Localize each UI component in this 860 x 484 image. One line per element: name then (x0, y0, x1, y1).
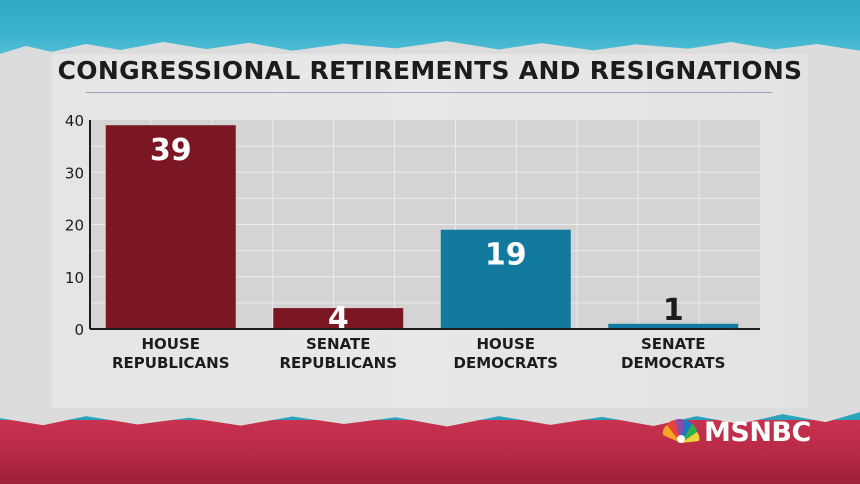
bottom-red-band (0, 420, 860, 484)
chart-title: CONGRESSIONAL RETIREMENTS AND RESIGNATIO… (57, 56, 803, 85)
bar-value-label: 4 (328, 301, 349, 336)
y-tick-label: 10 (65, 269, 84, 287)
bar (273, 308, 404, 329)
logo-text: MSNBC (704, 416, 811, 448)
title-underline (86, 92, 772, 93)
msnbc-logo: MSNBC (662, 414, 811, 450)
y-tick-label: 20 (65, 217, 84, 235)
bar-value-label: 19 (485, 238, 527, 273)
x-category-label: HOUSE (141, 335, 200, 353)
bar (608, 323, 739, 329)
y-tick-label: 30 (65, 164, 84, 182)
x-category-label: REPUBLICANS (279, 354, 397, 372)
category-labels: HOUSEREPUBLICANSSENATEREPUBLICANSHOUSEDE… (112, 335, 725, 372)
x-category-label: HOUSE (476, 335, 535, 353)
peacock-logo-icon (662, 419, 700, 443)
y-tick-label: 40 (65, 112, 84, 130)
bars: 39 4 19 1 (105, 125, 739, 336)
x-category-label: SENATE (641, 335, 706, 353)
y-axis-ticks: 0 10 20 30 40 (65, 112, 84, 339)
bar (105, 125, 236, 329)
bar-value-label: 1 (663, 293, 684, 328)
bar-value-label: 39 (150, 133, 192, 168)
bar (440, 229, 571, 329)
y-tick-label: 0 (74, 321, 84, 339)
x-category-label: DEMOCRATS (621, 354, 725, 372)
x-category-label: SENATE (306, 335, 371, 353)
x-category-label: DEMOCRATS (454, 354, 558, 372)
x-category-label: REPUBLICANS (112, 354, 230, 372)
